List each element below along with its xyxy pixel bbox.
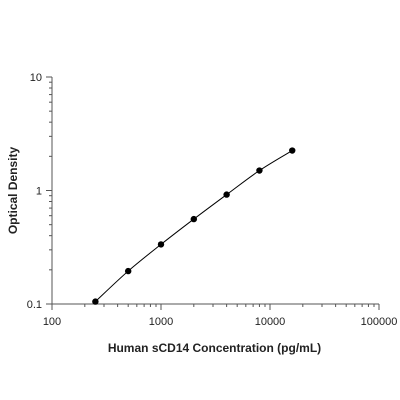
data-point bbox=[92, 298, 99, 305]
y-tick-label: 1 bbox=[36, 186, 42, 198]
y-ticks: 0.1 1 10 bbox=[27, 72, 52, 311]
data-point bbox=[289, 147, 296, 154]
y-tick-label: 0.1 bbox=[27, 299, 42, 311]
x-axis-title: Human sCD14 Concentration (pg/mL) bbox=[108, 341, 321, 355]
data-point bbox=[256, 167, 263, 174]
x-tick-label: 100 bbox=[43, 316, 61, 328]
x-ticks: 100 1000 10000 100000 bbox=[43, 304, 398, 328]
data-point bbox=[157, 241, 165, 248]
y-tick-label: 10 bbox=[30, 72, 42, 84]
data-point bbox=[190, 215, 198, 223]
x-tick-label: 1000 bbox=[149, 316, 173, 328]
x-tick-label: 100000 bbox=[361, 316, 398, 328]
x-tick-label: 10000 bbox=[255, 316, 286, 328]
data-point bbox=[124, 267, 132, 275]
y-axis-title: Optical Density bbox=[6, 146, 20, 234]
data-points bbox=[92, 147, 296, 305]
fit-curve bbox=[95, 150, 293, 302]
data-point bbox=[223, 191, 230, 198]
